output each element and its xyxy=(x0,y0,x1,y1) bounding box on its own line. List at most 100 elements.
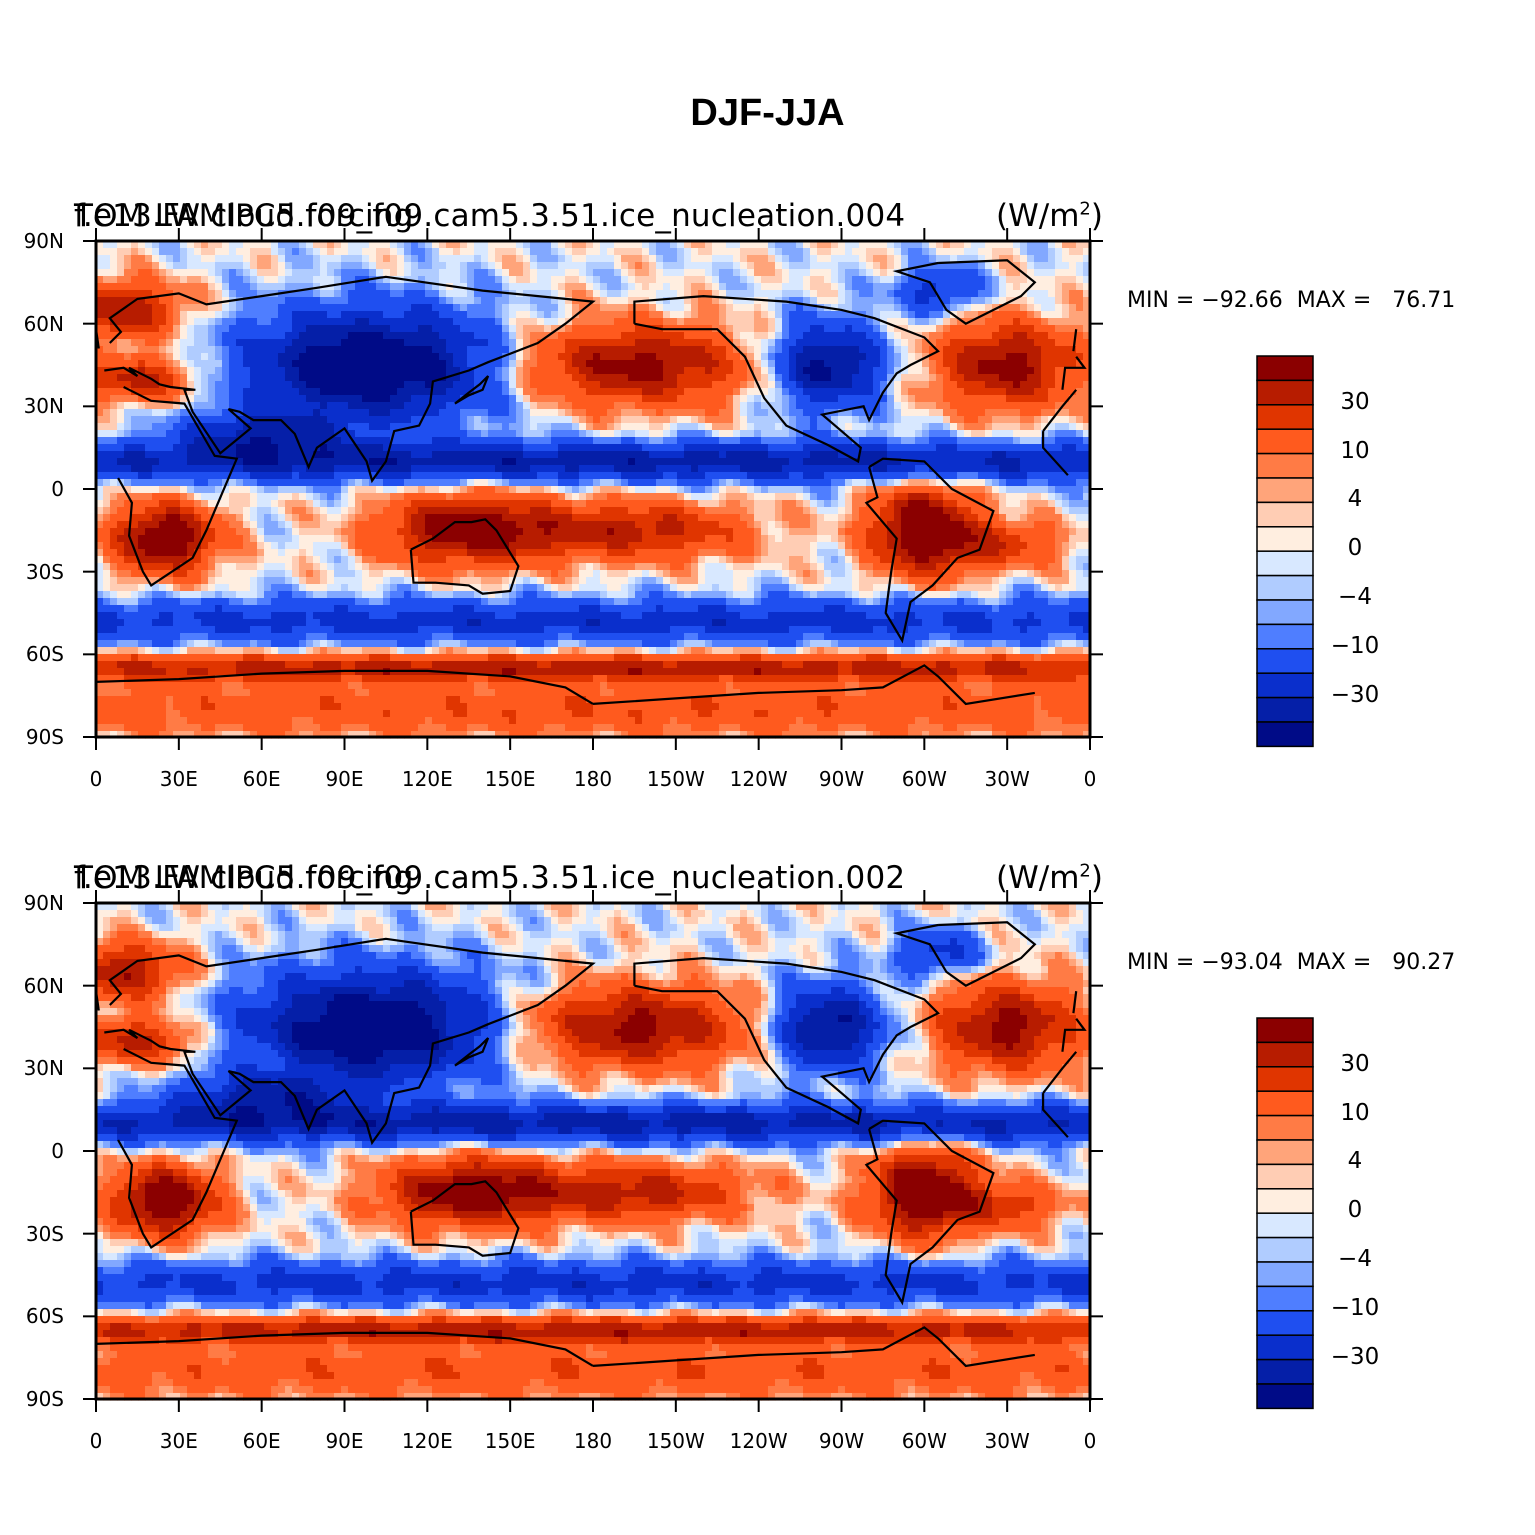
lat-tick-label: 60S xyxy=(0,1304,64,1328)
color-legend xyxy=(1256,1017,1314,1410)
panel-title: f.e13.FAMIPC5.f09_f09.cam5.3.51.ice_nucl… xyxy=(74,860,905,896)
coastline xyxy=(892,921,1037,987)
legend-label: −4 xyxy=(1320,1246,1390,1272)
lon-tick-label: 0 xyxy=(56,1429,136,1453)
coastline xyxy=(892,259,1037,325)
contour-map xyxy=(83,228,1103,750)
units-label: (W/m2) xyxy=(996,860,1103,896)
legend-swatch xyxy=(1256,501,1314,528)
lon-tick-label: 60W xyxy=(884,1429,964,1453)
lon-tick-label: 90W xyxy=(802,767,882,791)
legend-label: 0 xyxy=(1320,1197,1390,1223)
lon-tick-label: 30E xyxy=(139,767,219,791)
units-text: (W/m xyxy=(996,198,1079,234)
legend-swatch xyxy=(1256,1017,1314,1044)
lon-tick-label: 150W xyxy=(636,1429,716,1453)
lon-tick-label: 30W xyxy=(967,767,1047,791)
legend-label: −4 xyxy=(1320,584,1390,610)
lat-tick-label: 60S xyxy=(0,642,64,666)
coastline xyxy=(864,1119,995,1306)
legend-swatch xyxy=(1256,721,1314,748)
lat-tick-label: 60N xyxy=(0,974,64,998)
units-superscript: 2 xyxy=(1079,199,1090,220)
coastline xyxy=(409,1180,520,1257)
lat-tick-label: 60N xyxy=(0,312,64,336)
legend-swatch xyxy=(1256,1090,1314,1117)
lon-tick-label: 120W xyxy=(719,767,799,791)
main-title: DJF-JJA xyxy=(0,92,1535,135)
legend-swatch xyxy=(1256,1188,1314,1214)
coastline xyxy=(633,956,940,1126)
lat-tick-label: 30N xyxy=(0,394,64,418)
lon-tick-label: 150E xyxy=(470,1429,550,1453)
legend-label: −10 xyxy=(1320,633,1390,659)
lon-tick-label: 90W xyxy=(802,1429,882,1453)
legend-label: 30 xyxy=(1320,389,1390,415)
lat-tick-label: 0 xyxy=(0,477,64,501)
legend-label: 30 xyxy=(1320,1051,1390,1077)
variable-title: TOM LW cloud forcing xyxy=(74,860,414,896)
legend-swatch xyxy=(1256,1066,1314,1092)
legend-swatch xyxy=(1256,355,1314,382)
legend-swatch xyxy=(1256,1334,1314,1361)
legend-swatch xyxy=(1256,623,1314,650)
legend-label: 0 xyxy=(1320,535,1390,561)
min-max-stats: MIN = −92.66 MAX = 76.71 xyxy=(1127,288,1455,313)
legend-swatch xyxy=(1256,404,1314,430)
lon-tick-label: 90E xyxy=(305,1429,385,1453)
coastline xyxy=(104,937,1087,1146)
lon-tick-label: 0 xyxy=(1050,767,1130,791)
legend-swatch xyxy=(1256,550,1314,577)
lat-tick-label: 90N xyxy=(0,229,64,253)
units-close: ) xyxy=(1091,860,1103,896)
legend-swatch xyxy=(1256,452,1314,479)
lon-tick-label: 0 xyxy=(1050,1429,1130,1453)
lon-tick-label: 0 xyxy=(56,767,136,791)
legend-swatch xyxy=(1256,648,1314,674)
legend-swatch xyxy=(1256,526,1314,552)
legend-swatch xyxy=(1256,1310,1314,1336)
legend-swatch xyxy=(1256,1261,1314,1288)
legend-swatch xyxy=(1256,1163,1314,1190)
coastline xyxy=(409,518,520,595)
legend-swatch xyxy=(1256,379,1314,406)
legend-swatch xyxy=(1256,1139,1314,1166)
coastline xyxy=(117,1048,1078,1249)
coastline xyxy=(454,375,490,405)
legend-label: 10 xyxy=(1320,438,1390,464)
lon-tick-label: 60E xyxy=(222,1429,302,1453)
legend-swatch xyxy=(1256,1236,1314,1263)
legend-swatch xyxy=(1256,672,1314,699)
lat-tick-label: 0 xyxy=(0,1139,64,1163)
lon-tick-label: 120E xyxy=(387,767,467,791)
coastline xyxy=(95,1326,1035,1368)
map-panel: f.e13.FAMIPC5.f09_f09.cam5.3.51.ice_nucl… xyxy=(0,860,1535,1520)
units-label: (W/m2) xyxy=(996,198,1103,234)
legend-label: −30 xyxy=(1320,1344,1390,1370)
color-legend xyxy=(1256,355,1314,748)
lon-tick-label: 150E xyxy=(470,767,550,791)
coastline xyxy=(117,386,1078,587)
variable-title: TOM LW cloud forcing xyxy=(74,198,414,234)
legend-swatch xyxy=(1256,1383,1314,1410)
lat-tick-label: 30N xyxy=(0,1056,64,1080)
lon-tick-label: 30E xyxy=(139,1429,219,1453)
units-superscript: 2 xyxy=(1079,861,1090,882)
legend-swatch xyxy=(1256,1114,1314,1141)
lat-tick-label: 90S xyxy=(0,1387,64,1411)
lon-tick-label: 150W xyxy=(636,767,716,791)
legend-swatch xyxy=(1256,428,1314,455)
legend-label: 4 xyxy=(1320,1148,1390,1174)
legend-swatch xyxy=(1256,477,1314,504)
lon-tick-label: 60W xyxy=(884,767,964,791)
lat-tick-label: 30S xyxy=(0,560,64,584)
legend-label: 10 xyxy=(1320,1100,1390,1126)
legend-swatch xyxy=(1256,599,1314,626)
lon-tick-label: 90E xyxy=(305,767,385,791)
map-panel: f.e13.FAMIPC5.f09_f09.cam5.3.51.ice_nucl… xyxy=(0,198,1535,858)
contour-map xyxy=(83,890,1103,1412)
lon-tick-label: 120W xyxy=(719,1429,799,1453)
units-text: (W/m xyxy=(996,860,1079,896)
legend-label: −30 xyxy=(1320,682,1390,708)
lon-tick-label: 120E xyxy=(387,1429,467,1453)
